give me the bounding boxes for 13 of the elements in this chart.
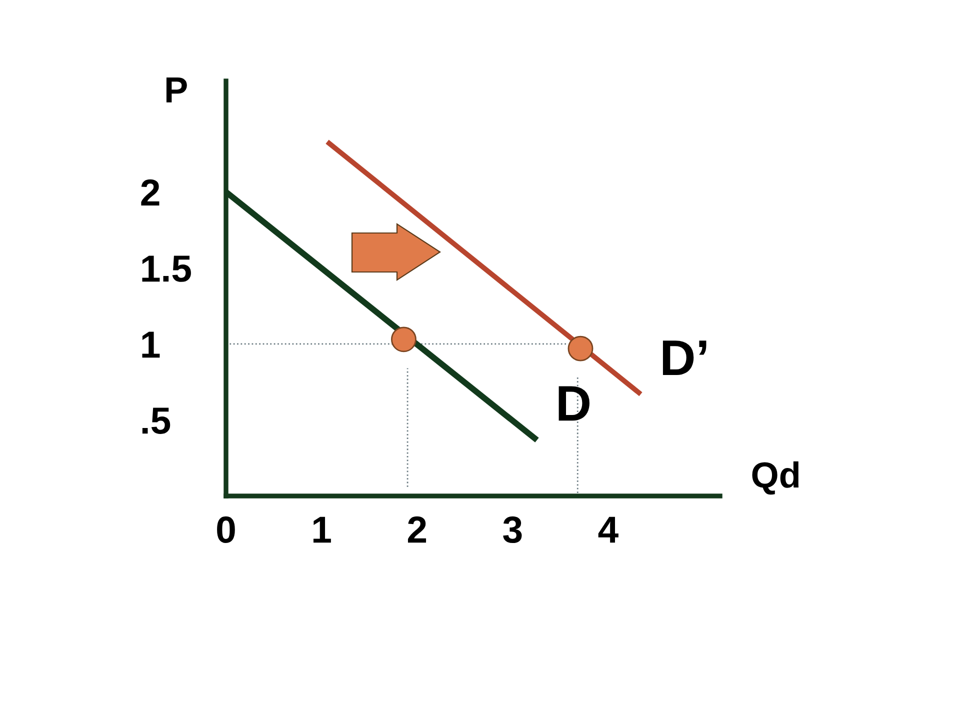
x-tick-label: 4: [598, 516, 618, 543]
y-axis-title: P: [166, 78, 187, 102]
x-tick-label: 2: [408, 516, 426, 543]
series-label: D: [558, 386, 590, 421]
y-tick-label: 1: [142, 332, 160, 358]
series-label: D’: [662, 340, 706, 376]
x-tick-label: 1: [313, 516, 331, 543]
x-tick-label: 3: [503, 516, 522, 544]
y-tick-label: 2: [141, 179, 160, 206]
x-tick-label: 0: [217, 516, 235, 543]
y-tick-label: 1.5: [142, 256, 191, 282]
x-axis-title: Qd: [752, 461, 799, 495]
y-tick-label: .5: [142, 408, 170, 434]
